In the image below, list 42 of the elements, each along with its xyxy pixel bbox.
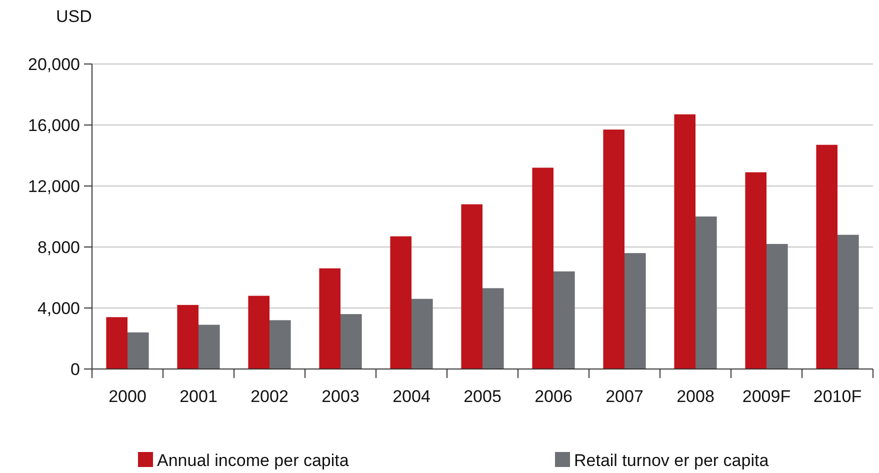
bar xyxy=(745,172,766,369)
y-tick-label: 12,000 xyxy=(28,176,80,196)
x-tick-label: 2001 xyxy=(180,387,218,406)
x-tick-label: 2004 xyxy=(392,387,430,406)
bar xyxy=(532,168,554,369)
bar xyxy=(270,320,291,369)
bar xyxy=(816,144,838,369)
bar xyxy=(624,253,646,369)
y-tick-label: 0 xyxy=(70,360,80,379)
x-tick-label: 2010F xyxy=(813,387,862,406)
x-tick-label: 2005 xyxy=(464,387,502,406)
bar xyxy=(319,268,340,369)
bar xyxy=(674,114,696,369)
bar xyxy=(128,332,149,369)
x-tick-label: 2009F xyxy=(742,387,791,406)
bar xyxy=(696,216,717,369)
x-tick-label: 2006 xyxy=(534,387,572,406)
y-tick-label: 16,000 xyxy=(28,116,80,135)
bar xyxy=(106,317,128,369)
x-tick-label: 2007 xyxy=(606,387,644,406)
y-tick-label: 8,000 xyxy=(37,238,80,257)
legend-label: Annual income per capita xyxy=(157,450,350,470)
bar xyxy=(482,288,504,369)
y-axis-title: USD xyxy=(56,7,92,26)
bar xyxy=(390,236,412,369)
bar xyxy=(248,296,270,369)
bar xyxy=(603,130,624,369)
bar xyxy=(838,234,859,369)
y-tick-label: 20,000 xyxy=(28,54,80,74)
bar xyxy=(198,324,220,369)
x-tick-label: 2002 xyxy=(250,387,288,406)
x-tick-label: 2000 xyxy=(108,387,146,406)
bar xyxy=(412,298,433,369)
x-tick-label: 2003 xyxy=(322,387,360,406)
bar xyxy=(177,304,198,369)
bar xyxy=(340,314,362,369)
bar xyxy=(461,204,482,369)
bar xyxy=(766,244,788,369)
y-tick-label: 4,000 xyxy=(37,298,80,318)
x-tick-label: 2008 xyxy=(676,387,714,406)
bar xyxy=(554,271,575,369)
legend-label: Retail turnov er per capita xyxy=(574,450,770,470)
